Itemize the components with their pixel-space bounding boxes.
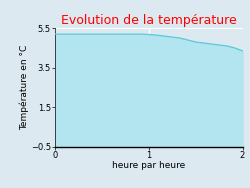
Y-axis label: Température en °C: Température en °C — [20, 45, 29, 130]
Title: Evolution de la température: Evolution de la température — [61, 14, 236, 27]
X-axis label: heure par heure: heure par heure — [112, 161, 186, 170]
